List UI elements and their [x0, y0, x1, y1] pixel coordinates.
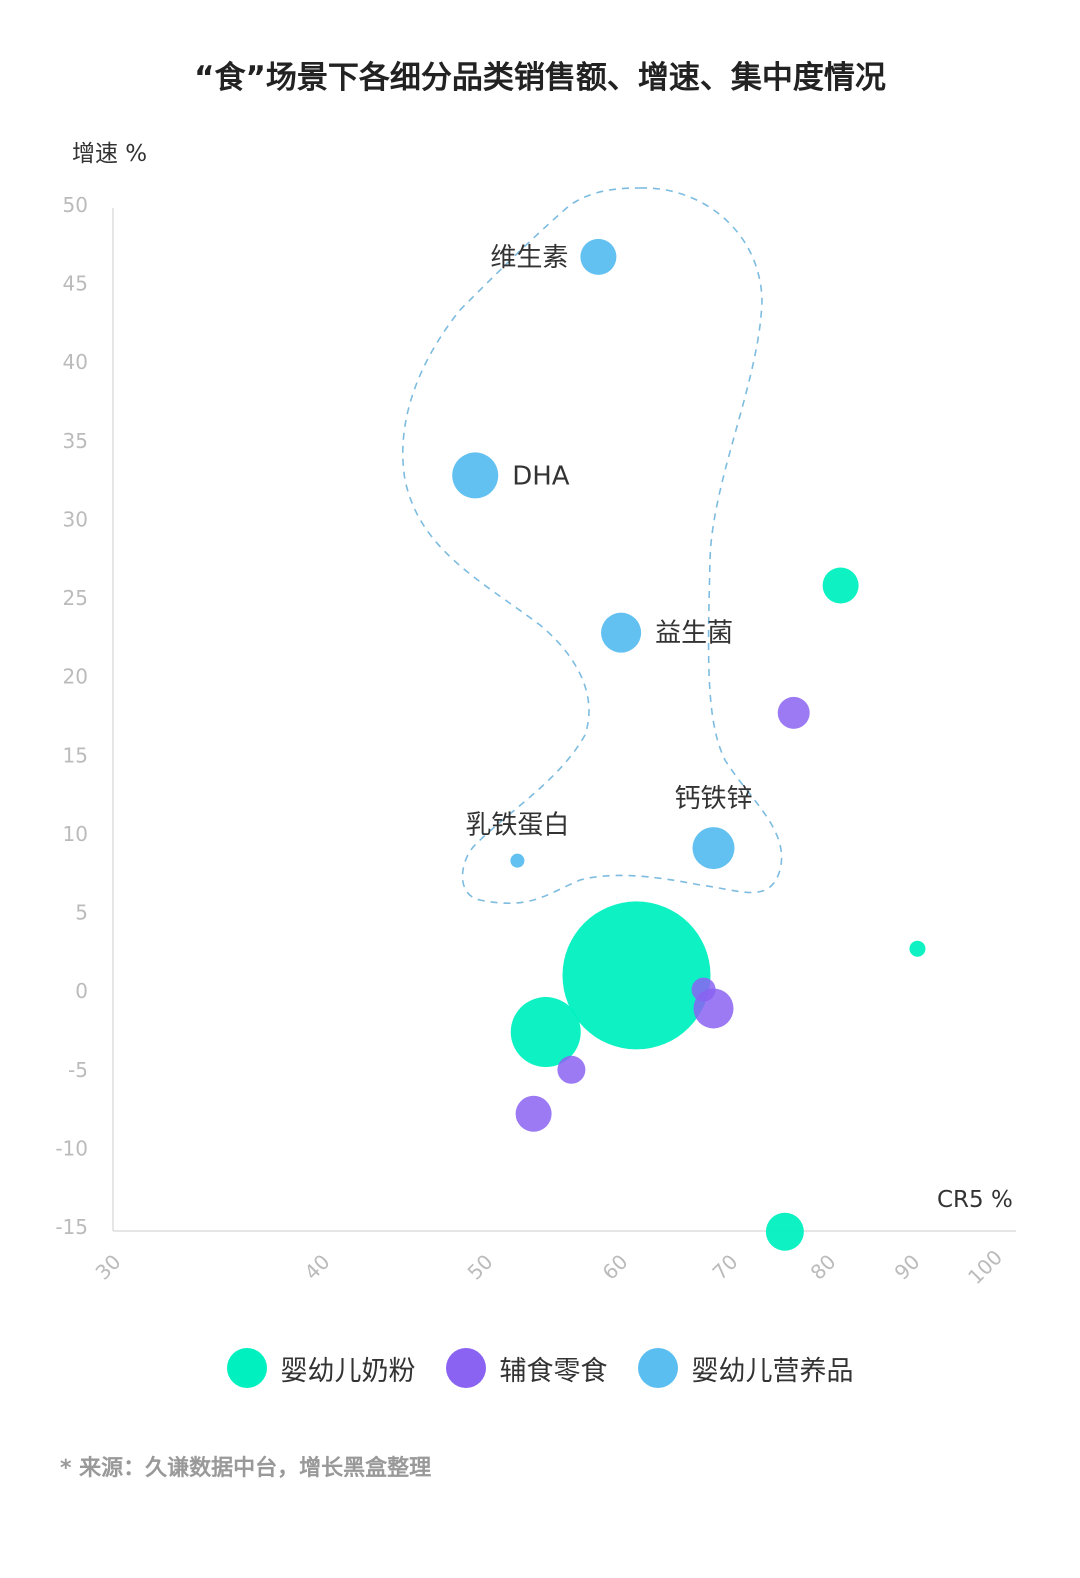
bubble-婴幼儿奶粉	[909, 940, 926, 957]
legend: 婴幼儿奶粉 辅食零食 婴幼儿营养品	[0, 1348, 1080, 1388]
x-tick-label: 40	[300, 1250, 335, 1285]
bubble-婴幼儿奶粉	[510, 997, 581, 1068]
y-tick-label: -5	[68, 1058, 88, 1082]
y-tick-label: -10	[55, 1136, 88, 1160]
y-tick-label: 5	[75, 901, 88, 925]
y-tick-label: 20	[63, 665, 88, 689]
bubble-辅食零食	[515, 1095, 552, 1132]
bubble-婴幼儿奶粉	[562, 901, 711, 1050]
legend-swatch	[445, 1348, 486, 1388]
bubble-婴幼儿奶粉	[822, 567, 859, 604]
y-tick-label: 0	[75, 979, 88, 1003]
legend-swatch	[637, 1348, 678, 1388]
legend-item: 婴幼儿营养品	[637, 1348, 854, 1388]
y-axis-label: 增速 %	[72, 141, 148, 167]
y-tick-label: -15	[55, 1215, 88, 1239]
bubble-辅食零食	[691, 977, 716, 1002]
bubble-label: 乳铁蛋白	[465, 811, 569, 841]
x-tick-label: 70	[708, 1250, 743, 1285]
bubble-辅食零食	[777, 696, 810, 729]
x-tick-label: 100	[963, 1245, 1007, 1289]
bubble-钙铁锌	[692, 827, 735, 870]
y-tick-label: 40	[63, 350, 88, 374]
y-tick-label: 45	[63, 272, 88, 296]
legend-label: 辅食零食	[499, 1355, 608, 1387]
bubble-label: DHA	[512, 461, 570, 491]
y-tick-label: 30	[63, 507, 88, 531]
x-tick-label: 60	[598, 1250, 633, 1285]
y-tick-label: 15	[63, 743, 88, 767]
bubble-label: 维生素	[490, 243, 568, 273]
source-note: * 来源：久谦数据中台，增长黑盒整理	[60, 1456, 432, 1481]
x-tick-label: 50	[463, 1250, 498, 1285]
x-tick-label: 80	[806, 1250, 841, 1285]
bubble-益生菌	[601, 612, 642, 653]
x-tick-label: 90	[890, 1250, 925, 1285]
y-tick-label: 50	[63, 193, 88, 217]
bubble-婴幼儿奶粉	[765, 1212, 804, 1251]
legend-swatch	[226, 1348, 267, 1388]
bubble-乳铁蛋白	[510, 853, 525, 868]
legend-label: 婴幼儿奶粉	[280, 1355, 416, 1387]
legend-item: 婴幼儿奶粉	[226, 1348, 416, 1388]
bubble-DHA	[452, 452, 499, 499]
y-tick-label: 35	[63, 429, 88, 453]
bubble-label: 益生菌	[655, 619, 733, 649]
bubble-维生素	[580, 238, 617, 275]
y-tick-label: 25	[63, 586, 88, 610]
x-tick-label: 30	[91, 1250, 126, 1285]
y-tick-label: 10	[63, 822, 88, 846]
cluster-outline	[401, 187, 783, 904]
legend-item: 辅食零食	[445, 1348, 608, 1388]
chart-title: “食”场景下各细分品类销售额、增速、集中度情况	[194, 60, 886, 96]
bubble-辅食零食	[557, 1055, 586, 1084]
x-axis-label: CR5 %	[937, 1187, 1013, 1213]
bubble-label: 钙铁锌	[674, 784, 752, 814]
legend-label: 婴幼儿营养品	[691, 1355, 854, 1387]
